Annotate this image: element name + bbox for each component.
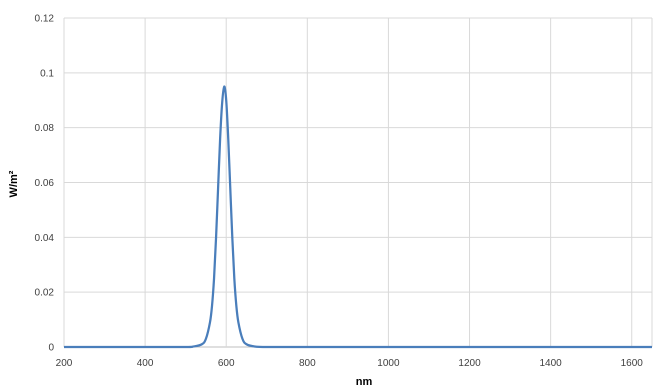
x-tick-label: 1000	[377, 358, 400, 369]
y-tick-label: 0.08	[35, 123, 55, 134]
y-tick-label: 0.06	[35, 178, 55, 189]
x-tick-label: 400	[137, 358, 154, 369]
y-tick-label: 0.12	[35, 14, 55, 25]
series-lines	[63, 85, 652, 349]
y-axis-title: W/m²	[8, 170, 20, 197]
x-tick-label: 1200	[458, 358, 481, 369]
x-tick-label: 1600	[621, 358, 644, 369]
x-tick-labels: 200 400 600 800 1000 1200 1400 1600	[56, 358, 644, 369]
grid-lines	[63, 17, 653, 348]
x-tick-label: 800	[299, 358, 316, 369]
x-tick-label: 600	[218, 358, 235, 369]
y-tick-label: 0.04	[35, 233, 55, 244]
y-tick-label: 0	[48, 343, 54, 354]
y-tick-label: 0.02	[35, 288, 55, 299]
y-tick-labels: 0 0.02 0.04 0.06 0.08 0.1 0.12	[35, 14, 55, 354]
series-line	[63, 85, 652, 349]
y-tick-label: 0.1	[40, 68, 54, 79]
x-tick-label: 1400	[539, 358, 562, 369]
x-axis-title: nm	[356, 376, 373, 387]
x-tick-label: 200	[56, 358, 73, 369]
